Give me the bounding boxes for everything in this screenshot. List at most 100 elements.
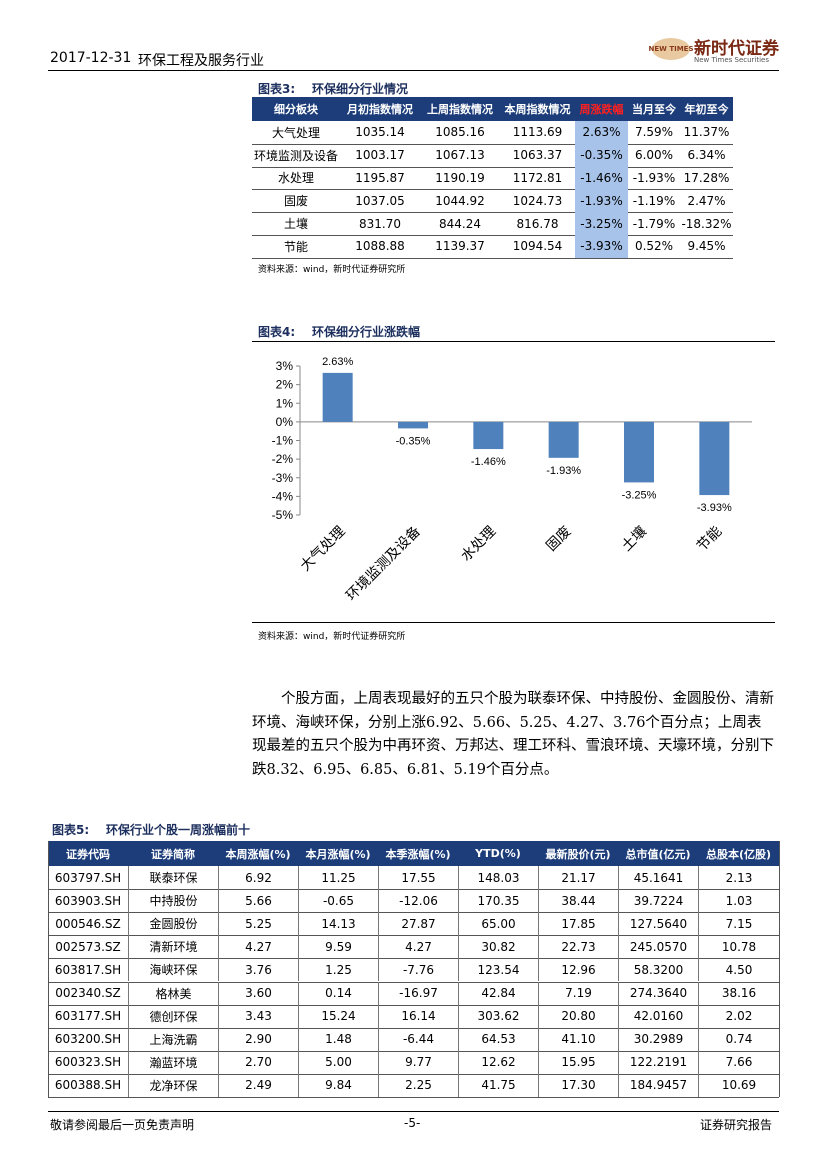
x-tick-label: 固废: [543, 523, 574, 554]
x-tick-label: 土壤: [618, 523, 649, 554]
table-cell: -3.93%: [575, 235, 628, 258]
table-cell: 3.43: [218, 1004, 298, 1028]
table-cell: 1003.17: [355, 148, 405, 163]
row-rule: [252, 143, 733, 145]
y-tick-label: 3%: [276, 359, 294, 373]
caption-title: 环保行业个股一周涨幅前十: [106, 823, 251, 837]
table-cell: 127.5640: [618, 912, 698, 936]
row-rule: [48, 981, 779, 983]
header-date: 2017-12-31: [50, 50, 132, 66]
table-cell: -1.93%: [575, 189, 628, 213]
table-cell: 7.19: [538, 981, 618, 1005]
table-cell: 清新环境: [128, 935, 218, 959]
table-cell: -3.25%: [575, 212, 628, 235]
table-cell: 5.25: [218, 912, 298, 936]
table-border: [48, 841, 49, 1097]
chart-title: 环保细分行业涨跌幅: [312, 325, 421, 339]
table-cell: 45.1641: [618, 866, 698, 890]
table-cell: 274.3640: [618, 981, 698, 1005]
row-rule: [48, 1004, 779, 1006]
row-rule: [48, 1073, 779, 1075]
table-cell: 1.48: [298, 1027, 378, 1051]
bar: [322, 372, 353, 422]
table-cell: 603797.SH: [54, 870, 122, 885]
table-cell: 42.0160: [618, 1004, 698, 1028]
table-cell: 20.80: [538, 1004, 618, 1028]
table-cell: 002573.SZ: [55, 939, 121, 954]
table-cell: 2.13: [698, 866, 779, 890]
table-cell: 9.59: [298, 935, 378, 959]
table-cell: 1.03: [698, 889, 779, 913]
table-cell: 0.14: [298, 981, 378, 1005]
logo-name: 新时代证券: [694, 39, 779, 59]
y-tick-label: -4%: [272, 489, 294, 503]
table-cell: 170.35: [458, 889, 538, 913]
column-header: 本月涨幅(%): [298, 841, 378, 866]
table-cell: 1.25: [298, 958, 378, 982]
table-cell: -6.44: [378, 1027, 458, 1051]
table-cell: 17.30: [538, 1073, 618, 1097]
table-cell: 1063.37: [512, 148, 563, 163]
bar: [473, 421, 504, 450]
table-cell: 1085.16: [435, 125, 485, 140]
table-cell: 603200.SH: [54, 1032, 122, 1047]
table-cell: 38.16: [698, 981, 779, 1005]
table-cell: 21.17: [538, 866, 618, 890]
table-cell: 12.96: [538, 958, 618, 982]
table-cell: -0.65: [298, 889, 378, 913]
table-cell: -1.19%: [632, 193, 676, 208]
table-cell: 17.55: [378, 866, 458, 890]
source-note: 资料来源：wind，新时代证券研究所: [258, 265, 406, 275]
table-cell: 22.73: [538, 935, 618, 959]
table-cell: 603903.SH: [54, 893, 122, 908]
table-cell: 中持股份: [128, 889, 218, 913]
paragraph: 个股方面，上周表现最好的五只个股为联泰环保、中持股份、金圆股份、清新环境、海峡环…: [252, 691, 774, 778]
table-cell: 9.77: [378, 1050, 458, 1074]
table-cell: 39.7224: [618, 889, 698, 913]
table-cell: 水处理: [277, 171, 314, 186]
table-cell: 38.44: [538, 889, 618, 913]
table-cell: 4.50: [698, 958, 779, 982]
table-cell: 瀚蓝环境: [128, 1050, 218, 1074]
column-header: 本季涨幅(%): [378, 841, 458, 866]
table-cell: 1067.13: [435, 148, 485, 163]
footer-left: 敬请参阅最后一页免责声明: [50, 1118, 195, 1132]
table-cell: -1.79%: [632, 216, 676, 231]
table-cell: 17.28%: [683, 170, 730, 185]
value-label: -1.46%: [471, 456, 506, 468]
row-rule: [252, 235, 733, 236]
table-cell: 2.63%: [575, 121, 628, 144]
table-cell: 格林美: [128, 981, 218, 1005]
table-cell: 德创环保: [128, 1004, 218, 1028]
caption-label: 图表4:: [258, 325, 296, 339]
table-cell: 4.27: [218, 935, 298, 959]
logo-badge: NEW TIMES: [649, 38, 693, 60]
table-cell: 2.90: [218, 1027, 298, 1051]
table-cell: 4.27: [378, 935, 458, 959]
table-cell: 184.9457: [618, 1073, 698, 1097]
table-cell: 42.84: [458, 981, 538, 1005]
y-tick-label: 0%: [276, 415, 294, 429]
table-cell: 1035.14: [355, 125, 405, 140]
table-cell: 龙净环保: [128, 1073, 218, 1097]
table-cell: 9.84: [298, 1073, 378, 1097]
rule: [252, 341, 775, 342]
table-cell: 2.70: [218, 1050, 298, 1074]
row-rule: [48, 912, 779, 914]
table-cell: 11.37%: [683, 125, 730, 140]
table-cell: 5.66: [218, 889, 298, 913]
table-cell: 16.14: [378, 1004, 458, 1028]
table-cell: 3.60: [218, 981, 298, 1005]
table-cell: 6.92: [218, 866, 298, 890]
bar: [398, 421, 428, 429]
table-cell: 002340.SZ: [55, 986, 121, 1001]
table-cell: 831.70: [359, 216, 401, 231]
table-cell: -1.93%: [632, 170, 676, 185]
table-cell: 6.34%: [687, 148, 726, 163]
table-cell: -7.76: [378, 958, 458, 982]
table-cell: 5.00: [298, 1050, 378, 1074]
x-tick-label: 环境监测及设备: [343, 523, 424, 604]
column-header: 最新股价(元): [538, 841, 618, 866]
column-header: 周涨跌幅: [575, 97, 628, 121]
